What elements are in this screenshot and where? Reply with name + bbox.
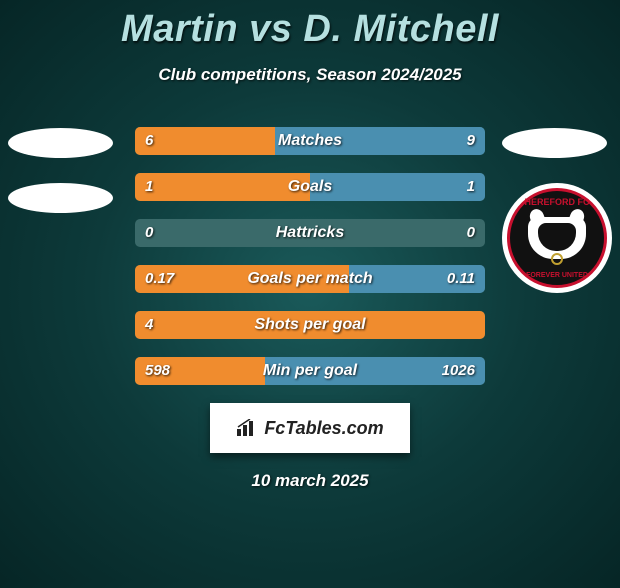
stat-label: Goals per match <box>135 265 485 293</box>
stat-row: Goals per match0.17 0.11 <box>135 265 485 293</box>
left-player-badges <box>8 128 113 238</box>
stat-left-value: 4 <box>145 311 153 339</box>
stat-row: Matches6 9 <box>135 127 485 155</box>
stat-row: Shots per goal4 <box>135 311 485 339</box>
stat-label: Goals <box>135 173 485 201</box>
placeholder-ellipse-icon <box>502 128 607 158</box>
comparison-subtitle: Club competitions, Season 2024/2025 <box>0 65 620 85</box>
club-name-text: HEREFORD FC <box>525 197 590 207</box>
comparison-date: 10 march 2025 <box>0 471 620 491</box>
stat-left-value: 0.17 <box>145 265 174 293</box>
stat-label: Min per goal <box>135 357 485 385</box>
club-logo-hereford: HEREFORD FC FOREVER UNITED <box>502 183 612 293</box>
stat-right-value: 0.11 <box>447 265 475 293</box>
stat-left-value: 6 <box>145 127 153 155</box>
stat-left-value: 598 <box>145 357 170 385</box>
stat-left-value: 1 <box>145 173 153 201</box>
stat-right-value: 9 <box>467 127 475 155</box>
chart-icon <box>236 419 258 437</box>
stat-row: Hattricks0 0 <box>135 219 485 247</box>
placeholder-ellipse-icon <box>8 183 113 213</box>
stat-left-value: 0 <box>145 219 153 247</box>
source-text: FcTables.com <box>264 418 383 439</box>
stat-row: Min per goal598 1026 <box>135 357 485 385</box>
bull-icon <box>528 217 586 259</box>
club-motto-text: FOREVER UNITED <box>526 272 588 279</box>
placeholder-ellipse-icon <box>8 128 113 158</box>
source-badge: FcTables.com <box>210 403 410 453</box>
comparison-title: Martin vs D. Mitchell <box>0 8 620 51</box>
stat-label: Matches <box>135 127 485 155</box>
stat-label: Hattricks <box>135 219 485 247</box>
stat-right-value: 0 <box>467 219 475 247</box>
stat-row: Goals1 1 <box>135 173 485 201</box>
stats-bars: Matches6 9 Goals1 1 Hattricks0 0 Goals per mat… <box>135 127 485 385</box>
stat-label: Shots per goal <box>135 311 485 339</box>
stat-right-value: 1026 <box>442 357 475 385</box>
stat-right-value: 1 <box>467 173 475 201</box>
right-player-badges: HEREFORD FC FOREVER UNITED <box>502 128 612 293</box>
